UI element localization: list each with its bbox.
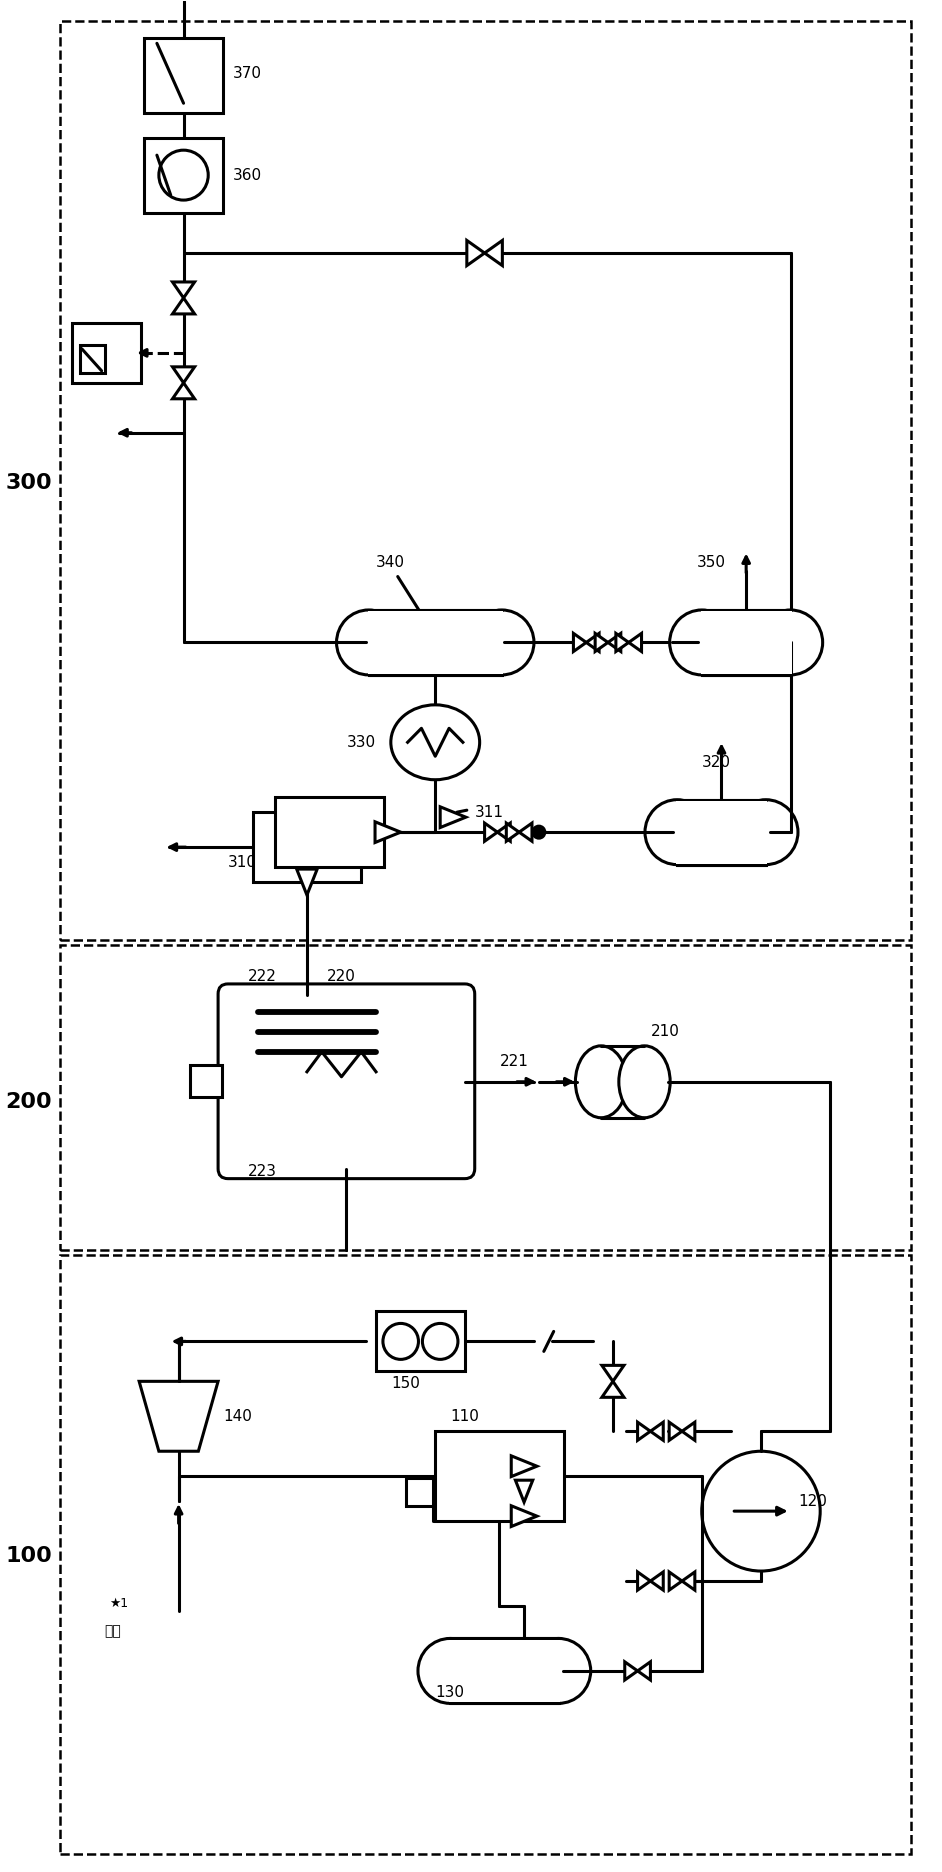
- Polygon shape: [139, 1382, 219, 1451]
- Text: 340: 340: [376, 556, 405, 571]
- Polygon shape: [638, 1572, 650, 1589]
- Polygon shape: [172, 367, 195, 382]
- Bar: [376, 1312, 464, 1372]
- Polygon shape: [515, 1481, 533, 1501]
- Polygon shape: [608, 633, 621, 651]
- Text: 222: 222: [248, 970, 277, 985]
- Text: 223: 223: [248, 1164, 277, 1179]
- Polygon shape: [172, 382, 195, 399]
- Polygon shape: [512, 1505, 537, 1526]
- Circle shape: [383, 1324, 418, 1359]
- Text: 330: 330: [347, 736, 376, 751]
- Polygon shape: [375, 822, 400, 842]
- Polygon shape: [616, 633, 628, 651]
- Polygon shape: [602, 1382, 624, 1397]
- Bar: [144, 139, 223, 213]
- Ellipse shape: [418, 1638, 482, 1704]
- Circle shape: [422, 1324, 458, 1359]
- Text: 120: 120: [799, 1494, 827, 1509]
- Polygon shape: [682, 1572, 695, 1589]
- Text: 350: 350: [697, 556, 725, 571]
- Polygon shape: [682, 1423, 695, 1440]
- Polygon shape: [484, 824, 497, 841]
- Bar: [368, 610, 502, 676]
- Polygon shape: [638, 1662, 650, 1679]
- Text: 110: 110: [450, 1410, 479, 1425]
- Bar: [60, 945, 911, 1249]
- Ellipse shape: [391, 706, 479, 781]
- Text: 210: 210: [650, 1024, 679, 1039]
- Text: 311: 311: [475, 805, 504, 820]
- Polygon shape: [519, 824, 532, 841]
- Bar: [406, 1479, 433, 1507]
- Ellipse shape: [576, 1046, 626, 1118]
- Text: 150: 150: [391, 1376, 420, 1391]
- Polygon shape: [484, 240, 502, 266]
- Ellipse shape: [336, 610, 400, 676]
- Bar: [676, 801, 767, 863]
- Text: 300: 300: [6, 472, 52, 492]
- Ellipse shape: [670, 610, 734, 676]
- Bar: [60, 21, 911, 940]
- Polygon shape: [586, 633, 599, 651]
- Bar: [701, 610, 791, 674]
- Text: 320: 320: [702, 754, 731, 769]
- Polygon shape: [574, 633, 586, 651]
- Polygon shape: [512, 1456, 537, 1477]
- Text: 360: 360: [233, 168, 262, 183]
- Circle shape: [159, 150, 208, 200]
- Ellipse shape: [734, 799, 798, 865]
- Polygon shape: [467, 240, 484, 266]
- Polygon shape: [628, 633, 642, 651]
- Text: 220: 220: [327, 970, 355, 985]
- Text: 310: 310: [228, 856, 257, 870]
- Bar: [144, 37, 223, 112]
- FancyBboxPatch shape: [219, 985, 475, 1179]
- Polygon shape: [172, 283, 195, 298]
- Ellipse shape: [527, 1638, 591, 1704]
- Text: 140: 140: [223, 1410, 252, 1425]
- Bar: [275, 797, 384, 867]
- Text: ★1: ★1: [109, 1597, 129, 1610]
- Bar: [367, 610, 503, 674]
- Text: 100: 100: [6, 1546, 52, 1567]
- Polygon shape: [669, 1423, 682, 1440]
- Polygon shape: [638, 1423, 650, 1440]
- Polygon shape: [650, 1423, 663, 1440]
- Text: 200: 200: [6, 1091, 52, 1112]
- Bar: [252, 812, 361, 882]
- Polygon shape: [506, 824, 519, 841]
- Polygon shape: [650, 1572, 663, 1589]
- Polygon shape: [440, 807, 466, 827]
- Polygon shape: [669, 1572, 682, 1589]
- Text: 221: 221: [499, 1054, 528, 1069]
- Circle shape: [702, 1451, 820, 1571]
- Polygon shape: [625, 1662, 638, 1679]
- Ellipse shape: [645, 799, 709, 865]
- Bar: [435, 1432, 563, 1522]
- Text: 370: 370: [233, 66, 262, 80]
- Ellipse shape: [470, 610, 534, 676]
- Bar: [449, 1640, 560, 1702]
- Ellipse shape: [758, 610, 822, 676]
- Text: 130: 130: [435, 1685, 464, 1700]
- Bar: [190, 1065, 222, 1097]
- Polygon shape: [595, 633, 608, 651]
- Bar: [702, 610, 790, 676]
- Polygon shape: [497, 824, 511, 841]
- Bar: [80, 344, 105, 373]
- Polygon shape: [297, 869, 317, 895]
- Bar: [677, 799, 766, 865]
- Polygon shape: [602, 1365, 624, 1382]
- Bar: [72, 322, 141, 382]
- Text: 原料: 原料: [105, 1625, 122, 1638]
- Bar: [60, 1254, 911, 1853]
- Ellipse shape: [619, 1046, 670, 1118]
- Bar: [450, 1638, 559, 1704]
- Polygon shape: [172, 298, 195, 314]
- Circle shape: [533, 826, 544, 839]
